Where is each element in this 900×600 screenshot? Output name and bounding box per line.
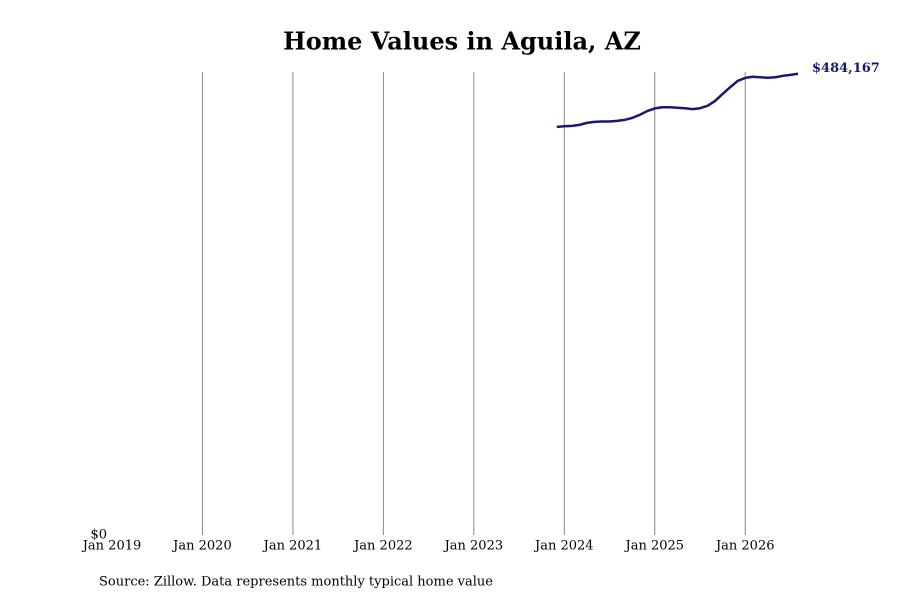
x-tick-label: Jan 2025 [623, 539, 684, 554]
x-tick-label: Jan 2019 [81, 539, 142, 554]
x-tick-label: Jan 2021 [262, 539, 323, 554]
y-tick-label: $0 [90, 528, 107, 543]
x-tick-label: Jan 2026 [714, 539, 775, 554]
x-tick-label: Jan 2023 [443, 539, 504, 554]
x-tick-label: Jan 2024 [533, 539, 594, 554]
chart-title: Home Values in Aguila, AZ [283, 27, 641, 56]
line [556, 72, 799, 129]
x-tick-label: Jan 2022 [352, 539, 413, 554]
value-label: $484,167 [812, 61, 880, 76]
x-tick-label: Jan 2020 [171, 539, 232, 554]
source-note: Source: Zillow. Data represents monthly … [99, 575, 493, 590]
